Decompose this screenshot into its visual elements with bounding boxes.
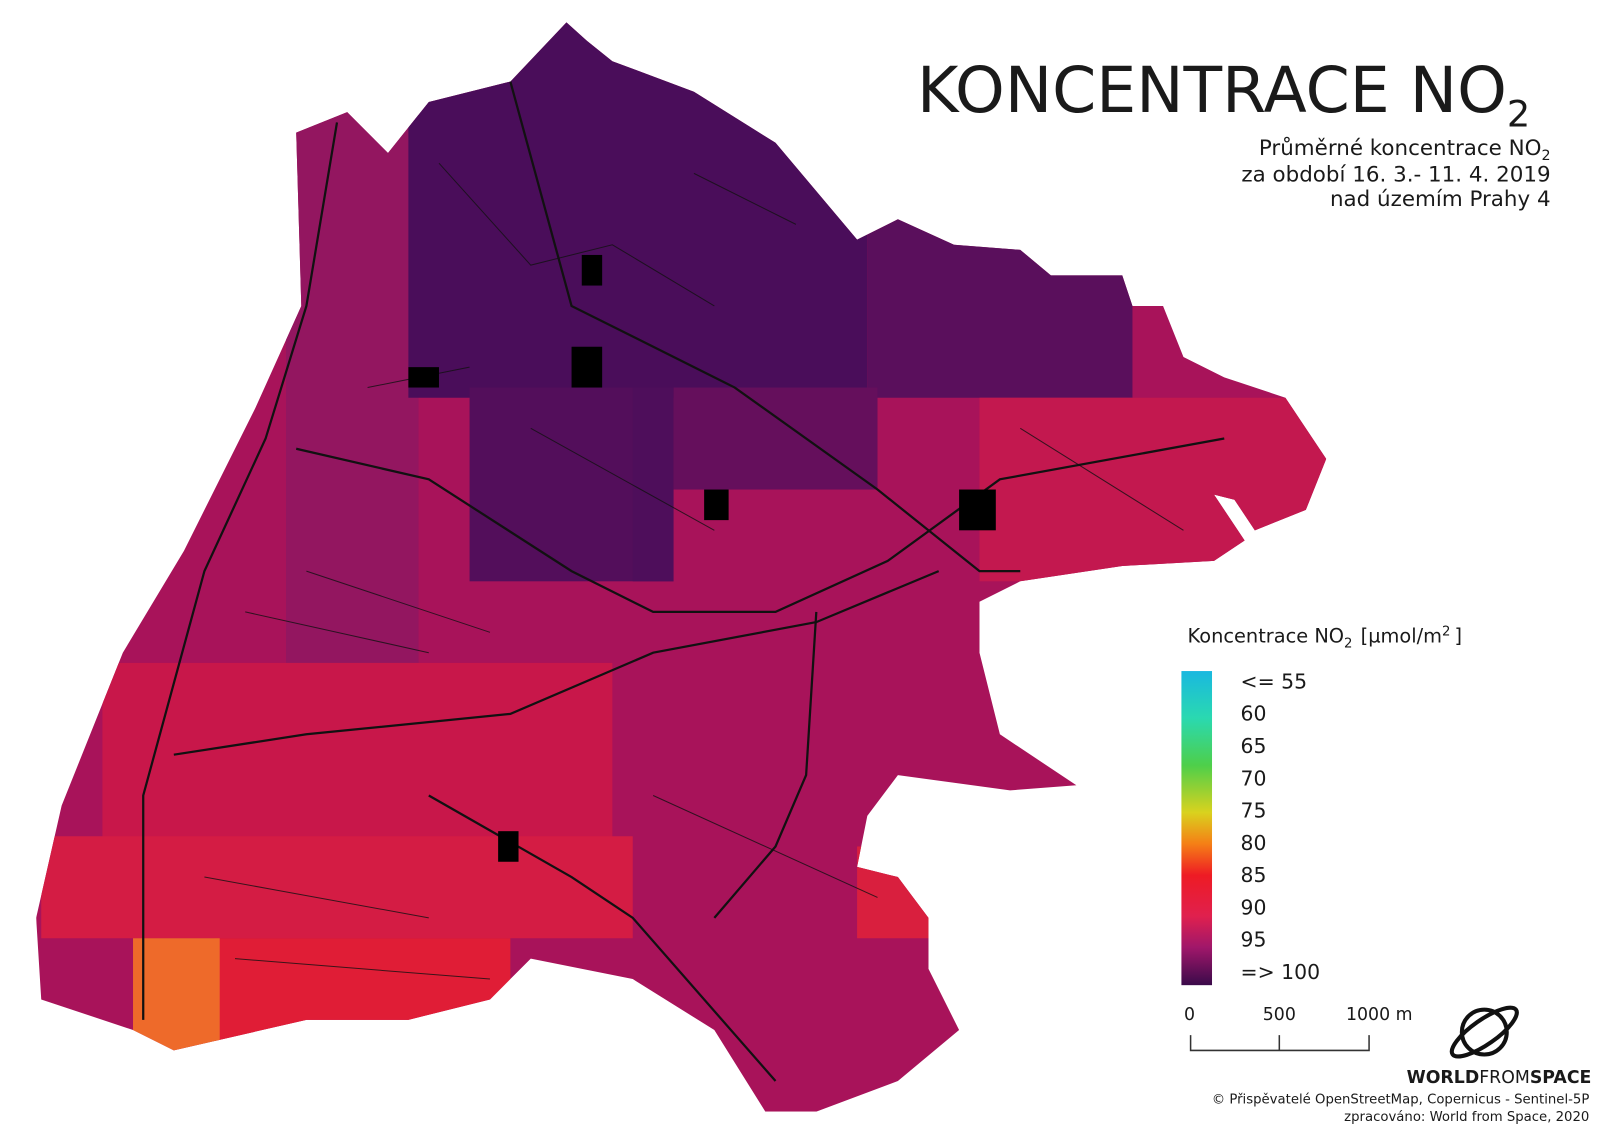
scale-label: 0 — [1184, 1005, 1195, 1025]
scale-bar: 0 500 1000 m — [1184, 1005, 1413, 1052]
scale-label: 1000 m — [1346, 1005, 1412, 1025]
credit-line: © Přispěvatelé OpenStreetMap, Copernicus… — [1212, 1091, 1589, 1107]
title-subscript: 2 — [1507, 92, 1530, 135]
legend-label: 85 — [1241, 863, 1267, 887]
credit-line: zpracováno: World from Space, 2020 — [1344, 1109, 1589, 1125]
subtitle-line: za období 16. 3.- 11. 4. 2019 — [1241, 163, 1550, 188]
legend-label: 95 — [1241, 928, 1267, 952]
logo-ring — [1449, 1005, 1519, 1059]
legend-label: 80 — [1241, 831, 1267, 855]
legend-unit-superscript: 2 — [1442, 624, 1450, 639]
legend-label: => 100 — [1241, 960, 1321, 984]
title: KONCENTRACE NO2 — [917, 53, 1530, 135]
legend-label: <= 55 — [1241, 669, 1308, 693]
legend-label: 65 — [1241, 734, 1267, 758]
logo-text: WORLDFROMSPACE — [1407, 1068, 1592, 1088]
legend-title-text: Koncentrace NO — [1188, 624, 1345, 647]
logo: WORLDFROMSPACE — [1407, 1005, 1592, 1088]
subtitle-line: nad územím Prahy 4 — [1330, 187, 1551, 212]
legend-title: Koncentrace NO2 [µmol/m2] — [1188, 624, 1463, 651]
logo-word: SPACE — [1530, 1068, 1592, 1088]
concentration-map — [36, 22, 1327, 1112]
title-text: KONCENTRACE NO — [917, 53, 1507, 127]
subtitle-text: Průměrné koncentrace NO — [1259, 136, 1542, 161]
legend-labels: <= 55 60 65 70 75 80 85 90 95 => 100 — [1241, 669, 1321, 984]
legend-unit: [µmol/m — [1361, 624, 1442, 647]
legend-label: 70 — [1241, 766, 1267, 790]
legend-label: 75 — [1241, 799, 1267, 823]
color-bar — [1181, 671, 1213, 986]
legend-label: 60 — [1241, 702, 1267, 726]
scale-label: 500 — [1263, 1005, 1296, 1025]
subtitle-line: Průměrné koncentrace NO2 — [1259, 136, 1551, 164]
logo-word: WORLD — [1407, 1068, 1480, 1088]
logo-word: FROM — [1479, 1068, 1530, 1088]
legend-label: 90 — [1241, 895, 1267, 919]
legend-unit-end: ] — [1455, 624, 1463, 647]
subtitle-subscript: 2 — [1542, 148, 1551, 164]
legend-title-subscript: 2 — [1344, 637, 1352, 652]
scale-line — [1189, 1035, 1370, 1052]
